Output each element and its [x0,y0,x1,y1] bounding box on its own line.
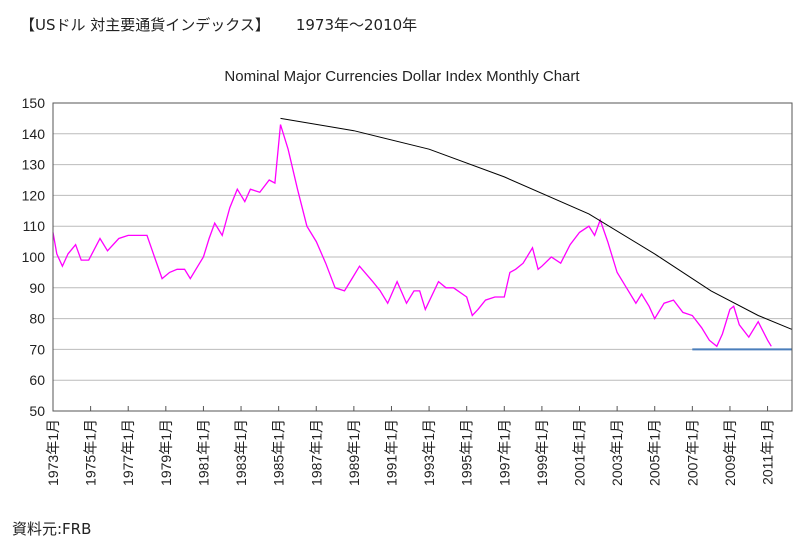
x-tick-label: 2003年1月 [609,419,625,486]
y-tick-label: 60 [29,372,45,388]
y-axis: 50 60 70 80 90 100 110 120 130 140 150 [22,95,46,419]
header-range: 1973年〜2010年 [295,16,418,34]
x-tick-label: 1993年1月 [421,419,437,486]
x-tick-label: 1973年1月 [45,419,61,486]
y-tick-label: 110 [23,218,46,234]
y-tick-label: 80 [29,311,45,327]
chart-header: 【USドル 対主要通貨インデックス】 1973年〜2010年 [20,14,417,35]
x-tick-label: 1977年1月 [120,419,136,486]
series-lines [52,117,793,351]
x-tick-label: 1975年1月 [83,419,99,486]
y-tick-label: 130 [22,157,46,173]
y-tick-label: 100 [22,249,46,265]
y-tick-label: 120 [22,187,46,203]
source-note: 資料元:FRB [12,520,92,538]
x-tick-label: 1999年1月 [534,419,550,486]
y-tick-label: 140 [22,126,46,142]
x-tick-label: 1979年1月 [158,419,174,486]
x-tick-label: 2009年1月 [722,419,738,486]
y-tick-label: 90 [29,280,45,296]
x-axis: 1973年1月 1975年1月 1977年1月 1979年1月 1981年1月 1983年… [45,406,776,486]
x-tick-label: 1989年1月 [346,419,362,486]
x-tick-label: 2011年1月 [760,419,776,485]
x-tick-label: 2001年1月 [572,419,588,486]
x-tick-label: 1985年1月 [271,419,287,486]
x-tick-label: 1983年1月 [233,419,249,486]
x-tick-label: 2007年1月 [684,419,700,486]
x-tick-label: 1995年1月 [459,419,475,486]
x-tick-label: 1997年1月 [496,419,512,486]
y-tick-label: 70 [29,341,45,357]
trend-curve-line [280,117,793,330]
chart-title: Nominal Major Currencies Dollar Index Mo… [224,68,580,85]
x-tick-label: 1981年1月 [195,419,211,486]
x-tick-label: 2005年1月 [647,419,663,486]
gridlines [53,102,792,412]
y-tick-label: 150 [22,95,46,111]
header-title: 【USドル 対主要通貨インデックス】 [20,16,270,34]
dollar-index-line [52,124,772,348]
x-tick-label: 1991年1月 [383,419,399,486]
plot-area [52,102,793,412]
x-tick-label: 1987年1月 [308,419,324,486]
y-tick-label: 50 [29,403,45,419]
